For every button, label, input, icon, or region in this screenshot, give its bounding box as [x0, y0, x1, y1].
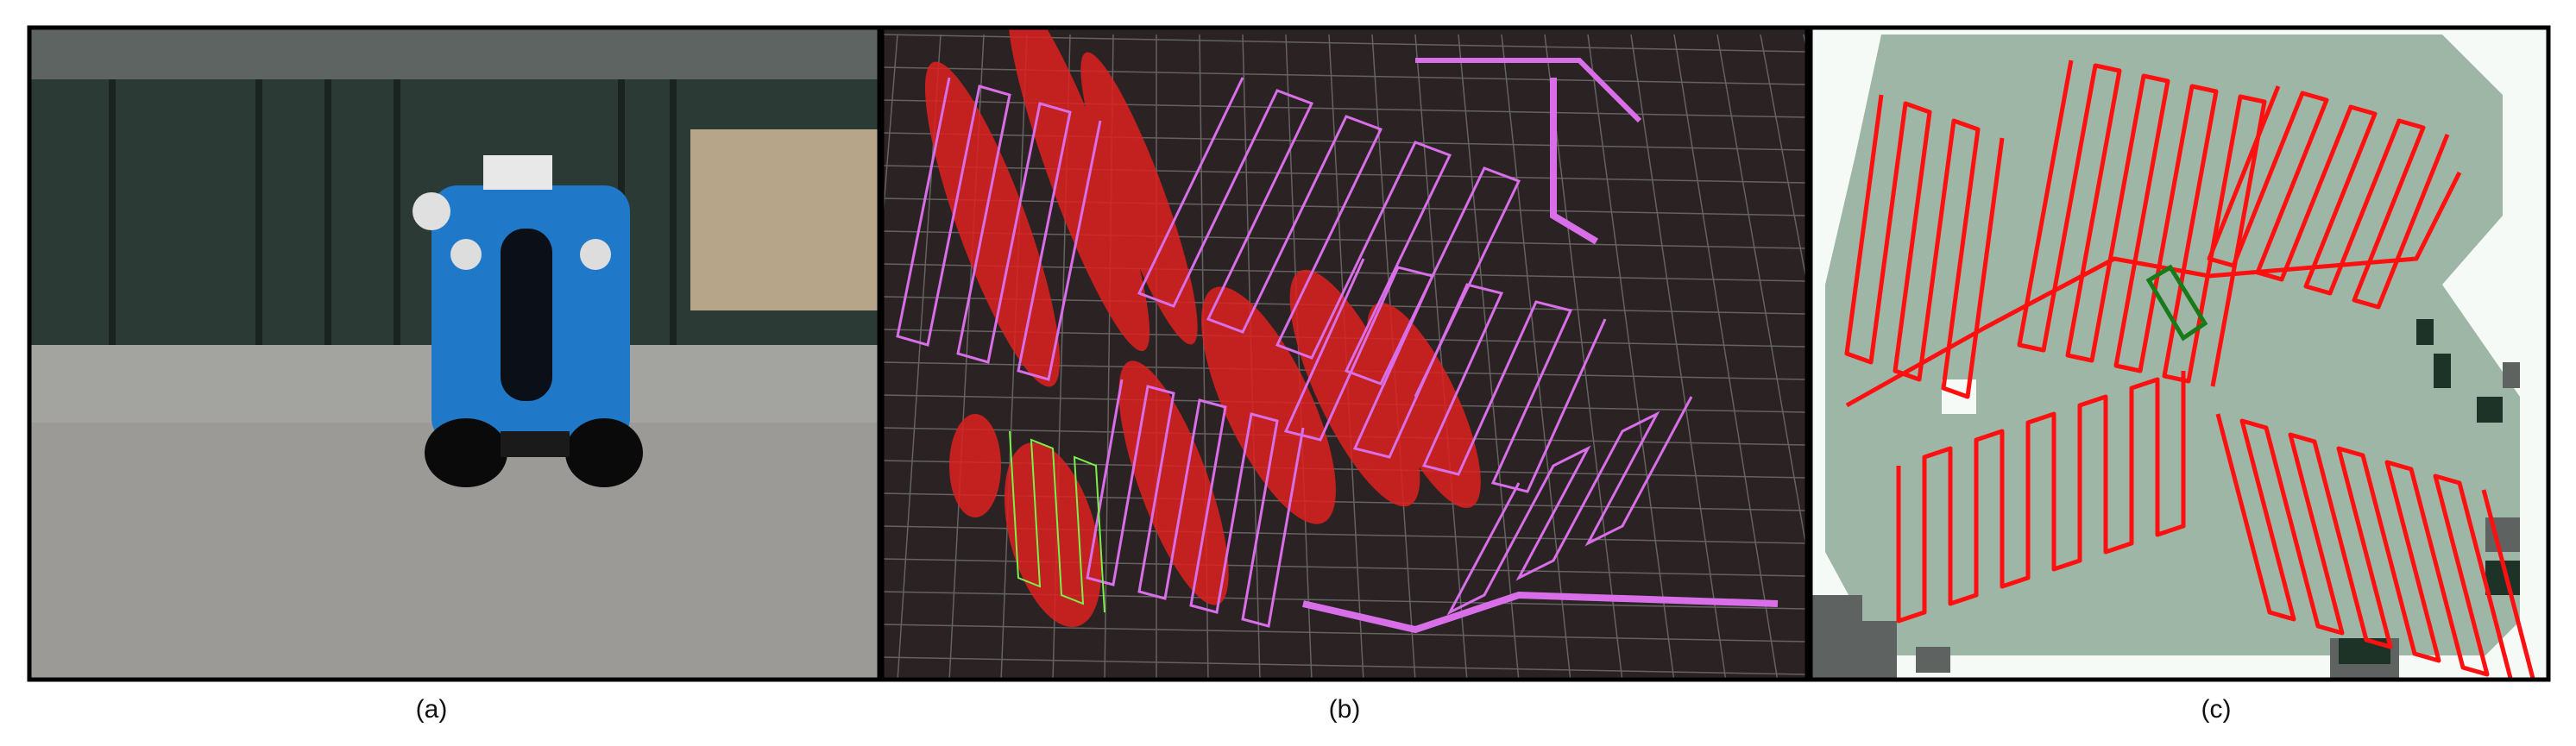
grid-line — [1716, 34, 1807, 556]
grid-line — [882, 656, 1807, 675]
hallway — [690, 129, 879, 310]
grid-line — [882, 723, 1807, 740]
grid-line — [1673, 34, 1779, 680]
grid-line — [1760, 34, 1807, 288]
path-segment — [1845, 171, 2462, 408]
red-patch — [949, 414, 1001, 517]
caption: (b) — [1329, 695, 1361, 724]
grid-line — [1414, 34, 1468, 680]
panel-c-border — [1808, 25, 2551, 682]
path-segment — [1009, 430, 1105, 613]
path-segment — [1302, 591, 1779, 634]
red-patch — [1080, 52, 1198, 345]
grid-line — [882, 34, 898, 237]
path-segment — [1086, 379, 1305, 628]
robot — [413, 155, 643, 487]
window-frames — [109, 79, 677, 345]
panel-a-border — [27, 25, 882, 682]
caption: (a) — [416, 695, 448, 724]
grid-line — [882, 624, 1807, 643]
robot-pose — [2145, 264, 2208, 342]
red-patch — [924, 61, 1061, 387]
grid-line — [1630, 34, 1727, 680]
grid-line — [1458, 34, 1520, 680]
path-segment — [1137, 77, 1521, 398]
grid-line — [1000, 34, 1028, 680]
path-segment — [1550, 78, 1599, 245]
canopy — [29, 28, 879, 79]
panel-b-border — [879, 25, 1810, 682]
path-segment — [1415, 58, 1642, 123]
grid-line — [1501, 34, 1571, 680]
caption: (c) — [2201, 695, 2232, 724]
red-patch — [1007, 28, 1150, 352]
red-patch — [1289, 269, 1420, 507]
path-segment — [896, 77, 1102, 381]
panel-b-map — [882, 28, 1807, 740]
red-patch — [1201, 286, 1336, 524]
panel-a-photo — [29, 28, 879, 680]
path-segment — [1446, 396, 1693, 616]
path-segment — [1896, 371, 2186, 624]
grid-line — [1544, 34, 1623, 680]
red-points — [924, 28, 1481, 628]
path-segment — [2017, 60, 2267, 387]
panel-c-map — [1811, 28, 2548, 680]
coverage-paths — [896, 58, 1779, 634]
path-segment — [1844, 94, 2005, 399]
path-segment — [2215, 413, 2535, 680]
path-segment — [2207, 85, 2450, 310]
grid-line — [1285, 34, 1313, 680]
grid-line — [882, 230, 1807, 249]
path-segment — [1283, 258, 1607, 493]
coverage-path — [1844, 60, 2535, 680]
